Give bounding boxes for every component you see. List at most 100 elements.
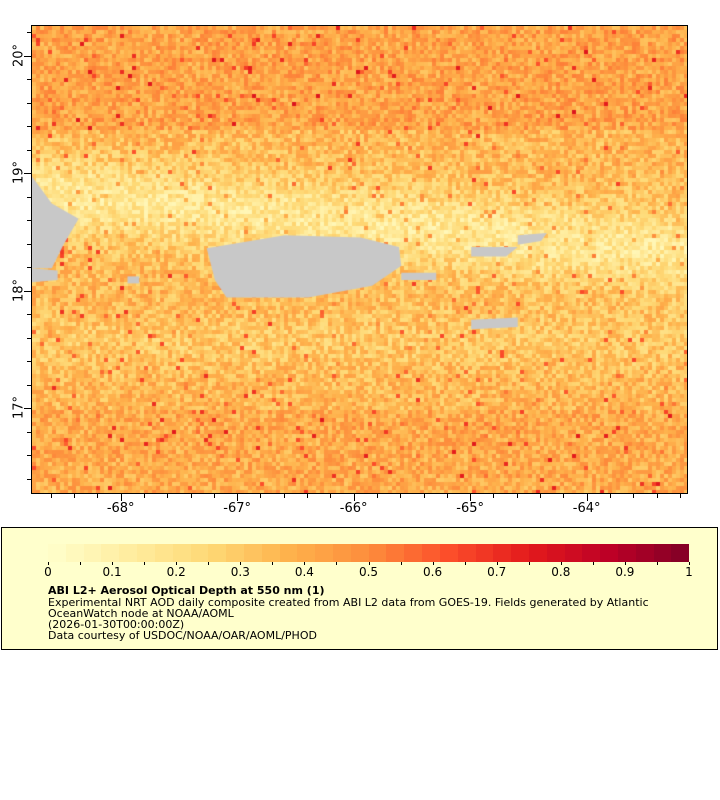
latitude-tick [27, 32, 31, 34]
longitude-tick [446, 494, 448, 498]
colorbar-swatch [475, 544, 494, 562]
longitude-tick [470, 494, 472, 501]
colorbar-swatch [172, 544, 191, 562]
longitude-tick [679, 494, 681, 498]
colorbar-tick-label: 0.6 [423, 565, 443, 579]
colorbar-swatch [422, 544, 440, 562]
colorbar-tick-label: 0.2 [166, 565, 186, 579]
colorbar-swatch [101, 544, 120, 562]
colorbar-tick [464, 562, 466, 565]
legend-description-2: OceanWatch node at NOAA/AOML [48, 607, 234, 620]
colorbar-tick [368, 562, 370, 565]
colorbar-tick-label: 0 [44, 565, 52, 579]
colorbar-swatch [243, 544, 262, 562]
colorbar-swatch [137, 544, 155, 562]
colorbar-tick [80, 562, 82, 565]
longitude-tick [609, 494, 611, 498]
colorbar-tick-label: 0.3 [230, 565, 250, 579]
longitude-tick [143, 494, 145, 498]
colorbar-tick [656, 562, 658, 565]
longitude-tick [540, 494, 542, 498]
longitude-tick [74, 494, 76, 498]
longitude-tick [213, 494, 215, 498]
colorbar-swatch [261, 544, 280, 562]
colorbar-tick [624, 562, 626, 565]
colorbar-tick-label: 0.9 [615, 565, 635, 579]
longitude-tick [563, 494, 565, 498]
colorbar-swatch [279, 544, 298, 562]
colorbar-tick-label: 0.8 [551, 565, 571, 579]
longitude-tick [656, 494, 658, 498]
colorbar-swatch [546, 544, 565, 562]
longitude-tick [97, 494, 99, 498]
colorbar-tick-label: 0.5 [358, 565, 379, 579]
latitude-tick [24, 290, 31, 292]
colorbar-swatch [564, 544, 583, 562]
colorbar-tick [272, 562, 274, 565]
colorbar-swatch [83, 544, 102, 562]
colorbar-swatch [333, 544, 351, 562]
colorbar-tick [336, 562, 338, 565]
legend-title: ABI L2+ Aerosol Optical Depth at 550 nm … [48, 584, 325, 597]
longitude-tick [493, 494, 495, 498]
longitude-label: -64° [572, 501, 601, 516]
aod-map-raster [32, 26, 687, 493]
legend-credit: Data courtesy of USDOC/NOAA/OAR/AOML/PHO… [48, 629, 317, 642]
longitude-tick [190, 494, 192, 498]
colorbar-tick-label: 0.1 [102, 565, 122, 579]
colorbar-tick [592, 562, 594, 565]
colorbar-tick [400, 562, 402, 565]
latitude-tick [27, 314, 31, 316]
colorbar-tick [304, 562, 306, 565]
colorbar-swatch [528, 544, 547, 562]
longitude-tick [586, 494, 588, 501]
latitude-tick [24, 55, 31, 57]
latitude-tick [27, 337, 31, 339]
legend-description: Experimental NRT AOD daily composite cre… [48, 596, 649, 609]
longitude-tick [50, 494, 52, 498]
longitude-label: -67° [223, 501, 252, 516]
colorbar-tick [560, 562, 562, 565]
latitude-tick [27, 220, 31, 222]
latitude-tick [27, 455, 31, 457]
colorbar-swatch [671, 544, 690, 562]
colorbar-swatch [154, 544, 173, 562]
colorbar-tick [208, 562, 210, 565]
latitude-tick [27, 196, 31, 198]
longitude-label: -65° [456, 501, 485, 516]
colorbar-swatch [600, 544, 618, 562]
colorbar-swatch [226, 544, 244, 562]
colorbar-tick-label: 0.4 [294, 565, 314, 579]
longitude-tick [423, 494, 425, 498]
colorbar-tick [240, 562, 242, 565]
colorbar-swatch [48, 544, 66, 562]
latitude-tick [27, 243, 31, 245]
latitude-tick [27, 267, 31, 269]
longitude-tick [330, 494, 332, 498]
colorbar-tick [48, 562, 49, 565]
colorbar-swatch [190, 544, 209, 562]
colorbar-tick [689, 562, 690, 565]
colorbar-swatch [208, 544, 227, 562]
colorbar-tick [496, 562, 498, 565]
latitude-tick [27, 102, 31, 104]
colorbar-swatch [653, 544, 672, 562]
colorbar-tick [528, 562, 530, 565]
colorbar-tick-label: 0.7 [487, 565, 507, 579]
colorbar-swatch [386, 544, 405, 562]
colorbar-swatch [65, 544, 84, 562]
colorbar-tick [112, 562, 114, 565]
longitude-label: -68° [106, 501, 135, 516]
colorbar-swatch [457, 544, 476, 562]
colorbar-swatch [404, 544, 423, 562]
colorbar-swatch [582, 544, 601, 562]
colorbar-swatch [439, 544, 458, 562]
latitude-tick [24, 408, 31, 410]
aod-map [31, 25, 688, 494]
colorbar-tick [144, 562, 146, 565]
colorbar-swatch [493, 544, 512, 562]
colorbar-swatch [635, 544, 654, 562]
colorbar-tick [432, 562, 434, 565]
longitude-tick [400, 494, 402, 498]
colorbar [48, 544, 690, 562]
